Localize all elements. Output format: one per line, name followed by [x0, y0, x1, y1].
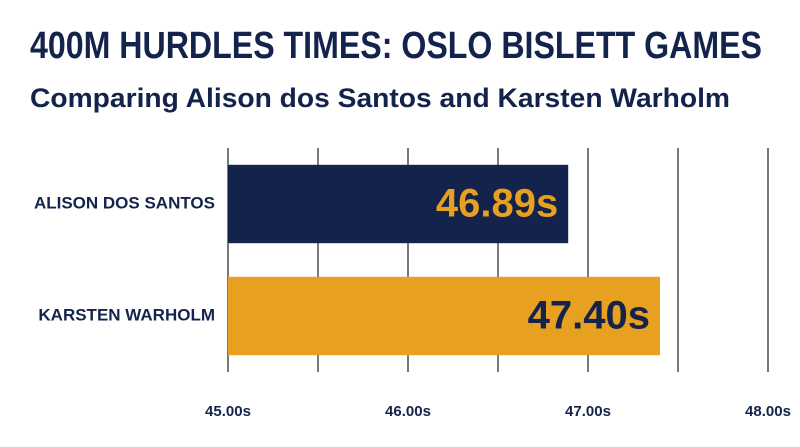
chart-subtitle: Comparing Alison dos Santos and Karsten …	[30, 83, 730, 113]
x-tick-label: 45.00s	[205, 403, 251, 420]
x-tick-label: 46.00s	[385, 403, 431, 420]
chart-title: 400M HURDLES TIMES: OSLO BISLETT GAMES	[30, 25, 762, 67]
x-tick-label: 47.00s	[565, 403, 611, 420]
y-tick-label: ALISON DOS SANTOS	[34, 193, 215, 212]
value-label: 47.40s	[528, 294, 650, 338]
y-tick-label: KARSTEN WARHOLM	[38, 305, 215, 324]
value-label: 46.89s	[436, 182, 558, 226]
bar	[228, 276, 660, 356]
x-tick-label: 48.00s	[745, 403, 791, 420]
bar	[228, 164, 569, 244]
